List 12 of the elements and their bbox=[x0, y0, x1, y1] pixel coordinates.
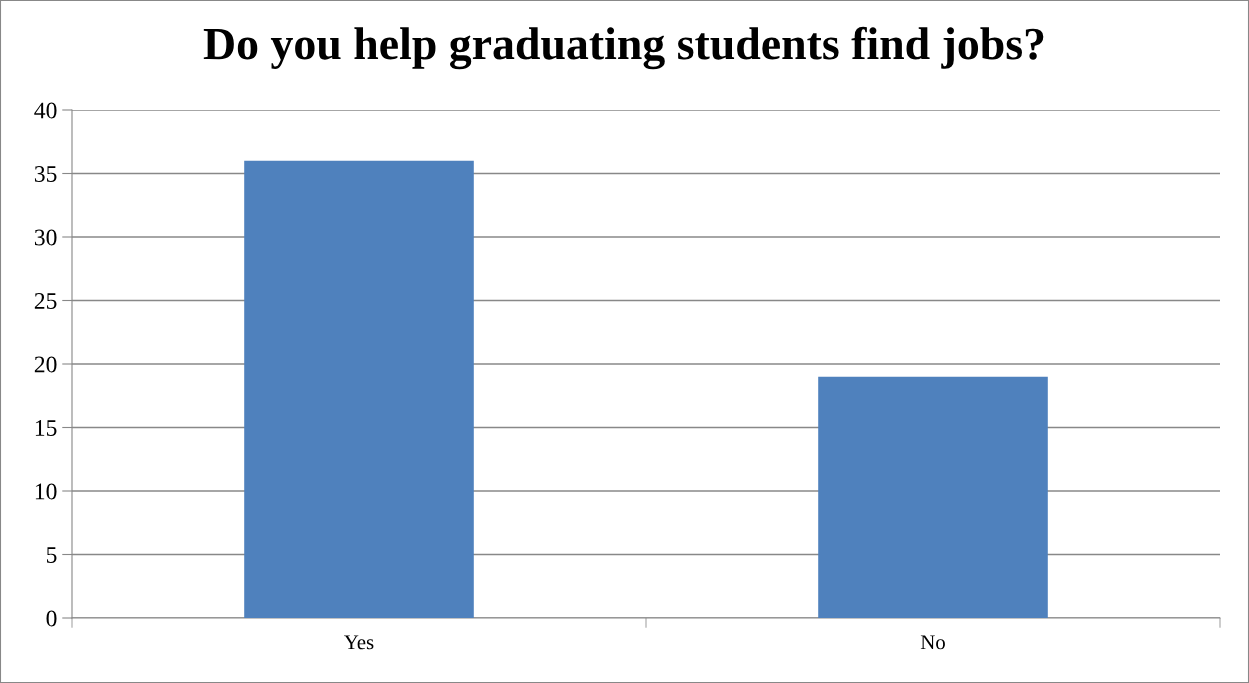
y-tick-label: 30 bbox=[34, 229, 57, 246]
y-tick-label: 10 bbox=[35, 483, 57, 500]
y-tick-label: 25 bbox=[34, 293, 57, 309]
x-tick-label: Yes bbox=[344, 635, 374, 650]
y-tick-label: 15 bbox=[35, 420, 57, 436]
y-tick-label: 35 bbox=[34, 166, 57, 182]
y-tick-label: 20 bbox=[34, 356, 57, 373]
y-tick-label: 0 bbox=[46, 610, 57, 627]
y-tick-label: 5 bbox=[46, 547, 57, 563]
chart-title: Do you help graduating students find jobs? bbox=[203, 26, 1044, 70]
x-tick-label: No bbox=[920, 635, 945, 650]
y-tick-label: 40 bbox=[34, 102, 57, 119]
